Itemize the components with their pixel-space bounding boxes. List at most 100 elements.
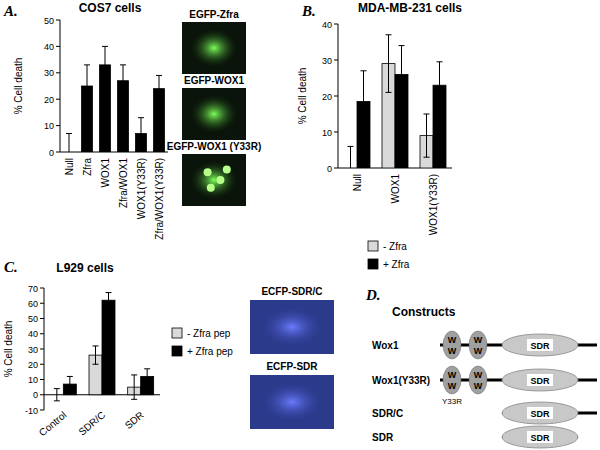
ww-domain	[469, 366, 487, 394]
x-axis	[60, 152, 168, 153]
tick-label: 20	[322, 92, 332, 102]
sdr-domain	[502, 402, 578, 424]
error-bar	[131, 375, 137, 399]
tick-label: 60	[28, 299, 38, 309]
axis-label: % Cell death	[297, 68, 308, 125]
chart: MDA-MB-231 cells% Cell death010203040Nul…	[297, 1, 462, 270]
sdr-domain	[502, 369, 578, 391]
error-bar	[424, 114, 430, 157]
category-label: SDR/C	[76, 409, 107, 437]
chart: COS7 cells% Cell death01020304050NullZfr…	[13, 1, 168, 240]
sdr-domain	[502, 334, 578, 356]
mutation-label: Y33R	[442, 397, 462, 406]
y-axis	[60, 20, 61, 152]
panel-label: A.	[3, 3, 18, 19]
image-label: EGFP-WOX1	[184, 75, 244, 86]
error-bar	[399, 46, 405, 104]
legend-swatch	[172, 346, 182, 356]
panel-label: B.	[301, 3, 316, 19]
category-label: WOX1	[390, 174, 401, 204]
error-bar	[361, 71, 367, 132]
tick	[334, 24, 338, 25]
legend-swatch	[368, 241, 378, 251]
plot-area	[54, 293, 154, 401]
tick-label: 30	[28, 345, 38, 355]
error-bar	[348, 146, 354, 168]
ww-letter: W	[474, 381, 483, 391]
category-label: WOX1(Y33R)	[136, 158, 147, 219]
tick-label: 10	[322, 128, 332, 138]
tick	[334, 132, 338, 133]
tick-label: 20	[28, 360, 38, 370]
category-label: Control	[37, 409, 69, 438]
legend-label: - Zfra pep	[187, 328, 231, 339]
y-axis	[338, 24, 339, 168]
tick-label: 0	[49, 148, 54, 158]
tick-label: -10	[25, 406, 38, 416]
domain-label: SDR	[530, 409, 550, 419]
chart-title: L929 cells	[56, 261, 114, 275]
error-bar	[144, 369, 150, 384]
error-bar	[102, 46, 108, 83]
domain-label: SDR	[530, 341, 550, 351]
legend-label: - Zfra	[383, 241, 407, 252]
error-bar	[156, 75, 162, 101]
tick-label: 10	[28, 375, 38, 385]
legend-swatch	[368, 259, 378, 269]
micrograph	[250, 375, 334, 429]
error-bar	[67, 376, 73, 391]
tick-label: 40	[44, 42, 54, 52]
axis-label: % Cell death	[13, 58, 24, 115]
ww-letter: W	[448, 381, 457, 391]
cell-signal	[260, 381, 324, 422]
tick-label: 0	[327, 164, 332, 174]
tick	[40, 333, 44, 334]
ww-letter: W	[448, 370, 457, 380]
punctum	[216, 176, 224, 184]
construct-name: Wox1	[372, 340, 399, 351]
tick	[40, 349, 44, 350]
chart: L929 cells% Cell death-10010203040506070…	[3, 261, 233, 438]
micrograph	[182, 88, 246, 140]
tick	[56, 72, 60, 73]
error-bar	[84, 65, 90, 107]
tick	[334, 96, 338, 97]
micrograph	[250, 300, 334, 354]
cell-signal	[190, 94, 239, 134]
tick	[56, 152, 60, 153]
category-label: Zfra/WOX1	[118, 158, 129, 208]
tick	[334, 60, 338, 61]
sdr-box	[527, 339, 553, 351]
punctum	[204, 168, 212, 176]
chart-title: COS7 cells	[79, 1, 142, 15]
sdr-box	[527, 374, 553, 386]
ww-letter: W	[474, 335, 483, 345]
construct-name: SDR	[372, 432, 394, 443]
tick-label: 50	[28, 314, 38, 324]
category-label: SDR	[123, 409, 146, 431]
tick	[56, 46, 60, 47]
error-bar	[138, 118, 144, 150]
punctum	[223, 166, 231, 174]
category-label: Zfra	[82, 158, 93, 176]
tick-label: 10	[44, 121, 54, 131]
plot-area	[66, 46, 165, 152]
sdr-domain	[502, 426, 578, 448]
tick-label: 40	[322, 20, 332, 30]
punctum	[207, 184, 215, 192]
background	[0, 0, 600, 450]
tick	[40, 394, 44, 395]
error-bar	[93, 346, 99, 364]
domain-label: SDR	[530, 433, 550, 443]
cell-signal	[190, 160, 239, 200]
tick-label: 30	[322, 56, 332, 66]
tick	[40, 364, 44, 365]
panel-label: C.	[4, 259, 18, 275]
axis-label: % Cell death	[3, 321, 14, 378]
tick	[40, 318, 44, 319]
category-label: Null	[352, 174, 363, 191]
construct-name: SDR/C	[372, 408, 403, 419]
plot-area	[348, 35, 447, 168]
ww-domain	[443, 331, 461, 359]
error-bar	[437, 62, 443, 109]
